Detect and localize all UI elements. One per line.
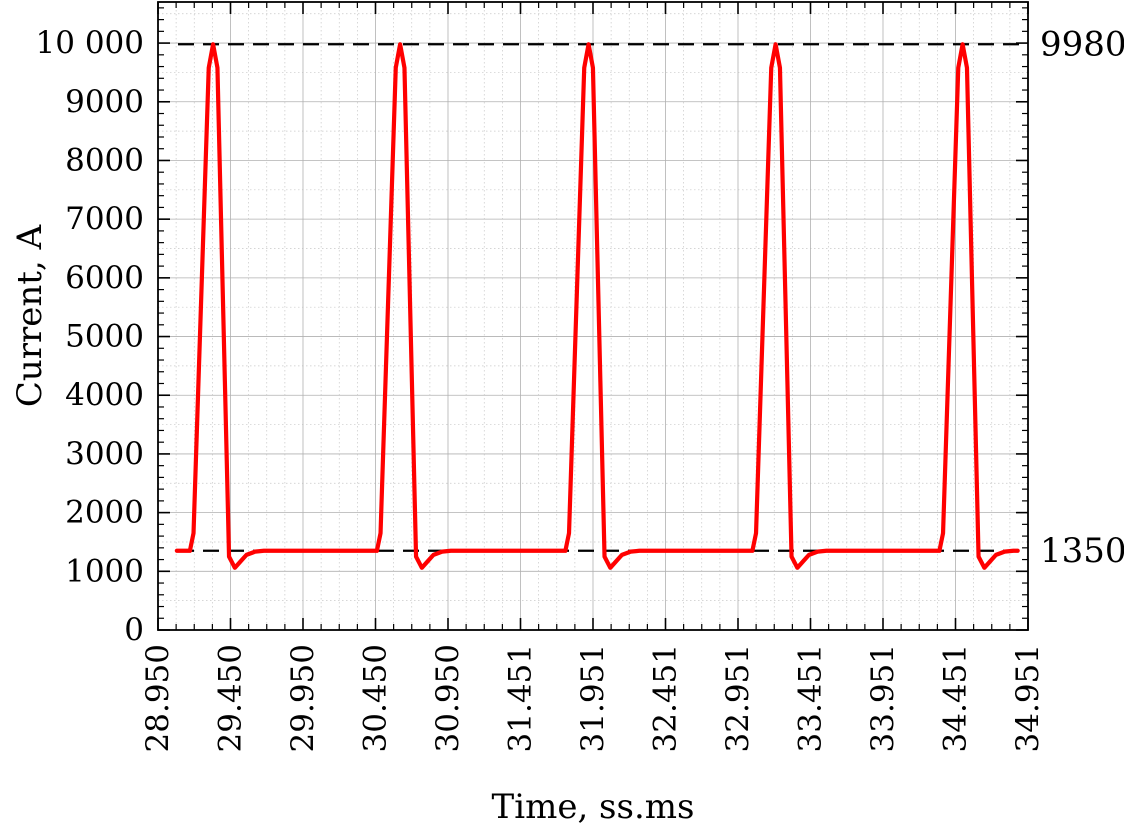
x-tick-label: 33.451 [793,644,829,752]
y-tick-label: 10 000 [36,25,144,61]
x-tick-label: 33.951 [865,644,901,752]
current-series-line [174,42,1020,570]
y-tick-label: 4000 [65,377,144,413]
x-tick-label: 29.450 [213,644,249,752]
y-tick-label: 6000 [65,260,144,296]
y-tick-label: 8000 [65,142,144,178]
series-layer [174,42,1020,570]
x-tick-label: 34.451 [938,644,974,752]
y-tick-label: 2000 [65,495,144,531]
reference-labels: 9980 1350 [1040,24,1124,571]
y-tick-label: 9000 [65,84,144,120]
x-tick-label: 29.950 [285,644,321,752]
x-tick-label: 31.951 [575,644,611,752]
x-tick-label: 28.950 [140,644,176,752]
reference-line-label: 9980 [1040,24,1124,64]
y-axis-title: Current, A [10,224,50,407]
y-tick-label: 1000 [65,553,144,589]
x-tick-label: 34.951 [1010,644,1046,752]
x-axis-title: Time, ss.ms [492,787,695,827]
y-tick-label: 3000 [65,436,144,472]
reference-line-label: 1350 [1040,531,1124,571]
y-tick-label: 7000 [65,201,144,237]
x-tick-labels: 28.950 29.450 29.950 30.450 30.950 31.451 31.9… [140,644,1046,752]
y-tick-labels: 0 1000 2000 3000 4000 5000 6000 7000 8000 9000 10 … [36,25,144,648]
axis-ticks [157,2,1029,631]
x-tick-label: 31.451 [503,644,539,752]
y-tick-label: 0 [124,612,144,648]
y-tick-label: 5000 [65,319,144,355]
x-tick-label: 32.951 [720,644,756,752]
x-tick-label: 30.450 [358,644,394,752]
x-tick-label: 30.950 [430,644,466,752]
x-tick-label: 32.451 [648,644,684,752]
